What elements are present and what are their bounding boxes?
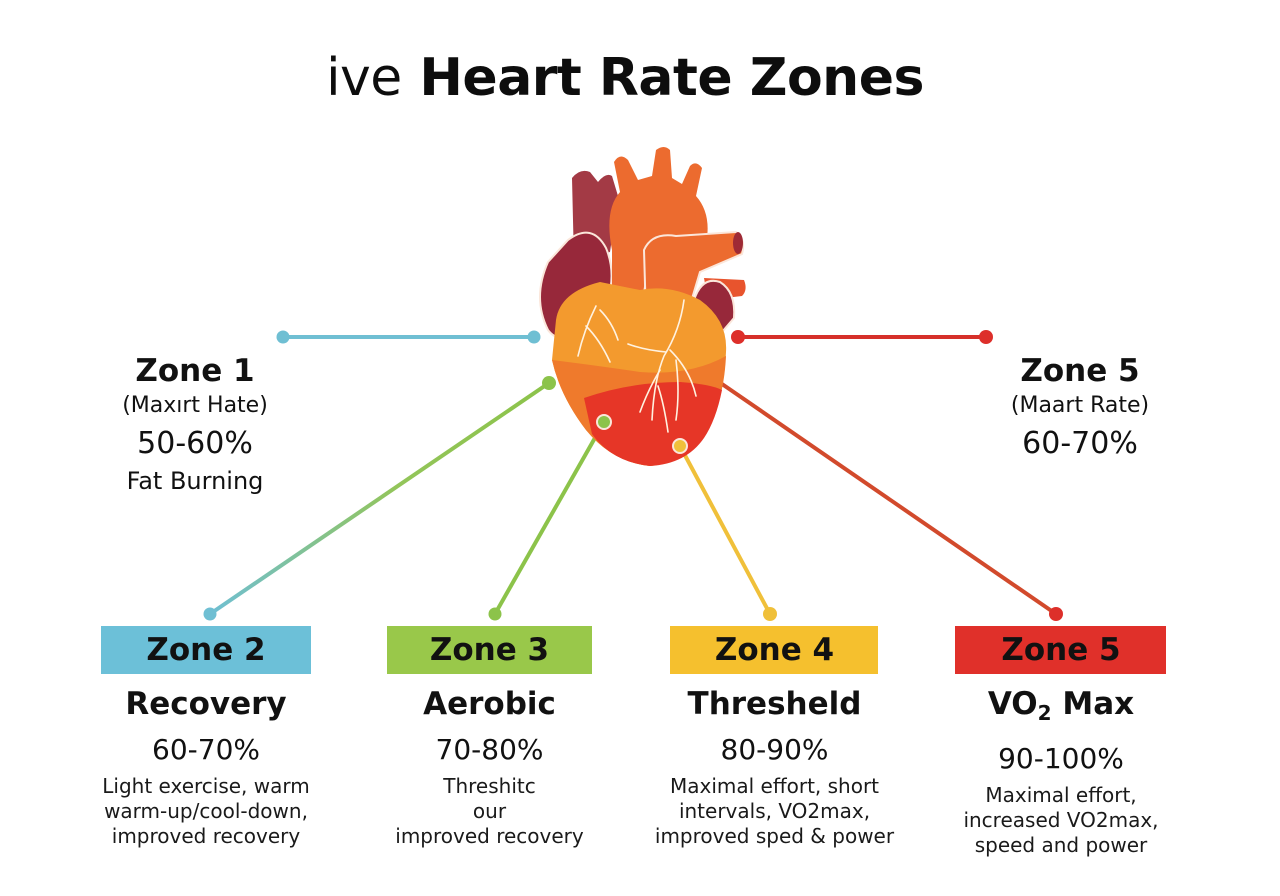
zone2-bar-label: Zone 2: [146, 632, 266, 668]
zone2-description: Light exercise, warm warm-up/cool-down, …: [102, 774, 310, 848]
zone5-label: VO2 Max: [945, 684, 1177, 733]
zone4-card: Zone 4 Thresheld 80-90% Maximal effort, …: [652, 626, 897, 849]
zone5-top-name: Zone 5: [1020, 353, 1140, 389]
zone3-description: Threshitc our improved recovery: [395, 774, 584, 848]
zone2-label: Recovery: [125, 686, 287, 722]
zone3-bar-bg: [387, 626, 592, 674]
connector-zone2: [203, 376, 556, 621]
zone4-percent: 80-90%: [720, 733, 829, 766]
zone3-label: Aerobic: [423, 686, 556, 722]
title-prefix: ive: [326, 48, 402, 108]
zone3-card: Zone 3 Aerobic 70-80% Threshitc our impr…: [372, 626, 607, 849]
zone3-bar-label: Zone 3: [429, 632, 550, 668]
zone5-top-subtitle: (Maart Rate): [1010, 393, 1150, 418]
connector-zone3: [488, 421, 606, 621]
zone4-bar-bg: [670, 626, 878, 674]
zone5-top-info: Zone 5 (Maart Rate) 60-70%: [975, 352, 1185, 466]
heart-icon: [539, 147, 746, 466]
zone4-description: Maximal effort, short intervals, VO2max,…: [654, 774, 895, 848]
zone2-percent: 60-70%: [152, 733, 260, 766]
zone5-label-main: VO: [987, 686, 1038, 722]
zone5-label-sub: 2: [1037, 701, 1052, 725]
zone1-subtitle: (Maxırt Hate): [122, 393, 268, 418]
zone1-percent: 50-60%: [137, 426, 253, 461]
connector-zone4: [678, 445, 777, 621]
zone5-percent: 90-100%: [998, 742, 1124, 775]
connector-zone5-top: [731, 330, 993, 344]
zone4-bar-label: Zone 4: [714, 632, 835, 668]
page-title: ive Heart Rate Zones: [0, 48, 1250, 108]
zone4-label: Thresheld: [687, 686, 862, 722]
zone1-info: Zone 1 (Maxırt Hate) 50-60% Fat Burning: [90, 352, 300, 496]
connector-zone5: [720, 382, 1063, 621]
zone5-label-tail: Max: [1051, 686, 1135, 722]
zone3-percent: 70-80%: [435, 733, 544, 766]
zone1-description: Fat Burning: [126, 467, 264, 495]
zone5-top-percent: 60-70%: [1022, 426, 1138, 461]
zone5-bar-bg: [955, 626, 1166, 674]
zone2-card: Zone 2 Recovery 60-70% Light exercise, w…: [90, 626, 322, 849]
zone2-bar-bg: [101, 626, 311, 674]
title-main: Heart Rate Zones: [419, 48, 924, 108]
zone5-bar-label: Zone 5: [1001, 632, 1121, 668]
zone1-name: Zone 1: [135, 353, 255, 389]
zone5-description: Maximal effort, increased VO2max, speed …: [963, 783, 1159, 857]
zone5-card: Zone 5 VO2 Max 90-100% Maximal effort, i…: [945, 626, 1177, 858]
connector-zone1: [276, 330, 541, 344]
